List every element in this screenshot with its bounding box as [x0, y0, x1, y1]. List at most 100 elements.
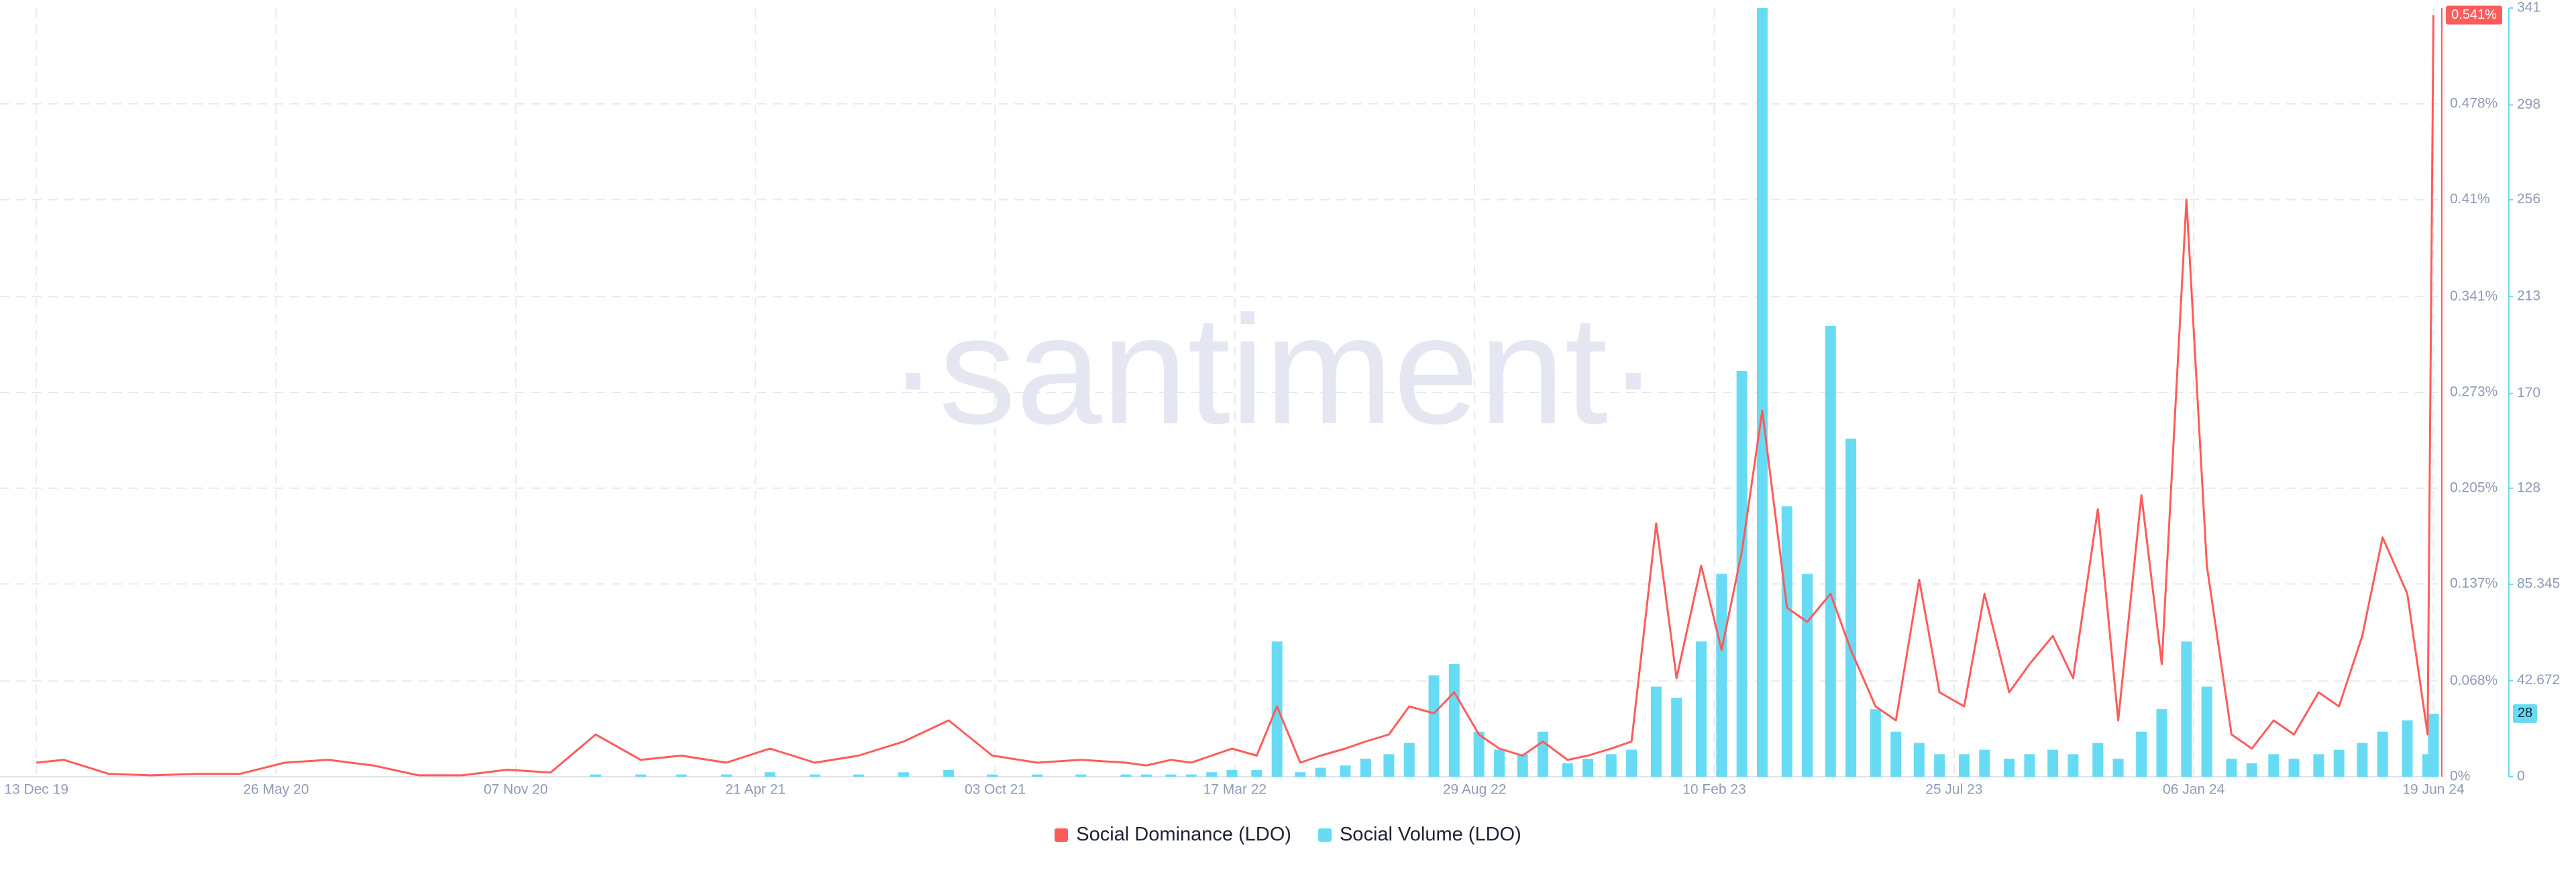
- bar: [2357, 743, 2368, 777]
- bar: [1271, 641, 1283, 777]
- y-tick-label: 0.341%: [2450, 288, 2498, 304]
- y2-tick-label: 42.672: [2517, 672, 2560, 688]
- value-badge: [2446, 5, 2502, 25]
- bar: [1756, 8, 1768, 777]
- bar: [2226, 759, 2237, 777]
- bar: [898, 772, 910, 777]
- y2-tick-label: 298: [2517, 97, 2540, 112]
- bar: [2377, 731, 2388, 777]
- bar: [1226, 769, 1238, 777]
- bar: [2112, 759, 2124, 777]
- bar: [1979, 749, 1990, 777]
- y-tick-label: 0.273%: [2450, 384, 2498, 400]
- bar: [2402, 720, 2413, 777]
- y-tick-label: 0.137%: [2450, 576, 2498, 591]
- bar: [1736, 371, 1748, 777]
- bar: [1165, 774, 1177, 777]
- bar: [2092, 743, 2104, 777]
- y2-tick-label: 0: [2517, 769, 2525, 784]
- bar: [1120, 774, 1132, 777]
- y-tick-label: 0.205%: [2450, 480, 2498, 495]
- bar: [2047, 749, 2059, 777]
- bar: [1890, 731, 1902, 777]
- bar: [2201, 686, 2212, 777]
- bar: [2288, 759, 2300, 777]
- bar: [1537, 731, 1548, 777]
- bar: [1605, 754, 1617, 777]
- bar: [1473, 731, 1485, 777]
- bar: [1913, 743, 1925, 777]
- bar: [1671, 698, 1682, 777]
- bar: [1582, 759, 1594, 777]
- bar: [943, 769, 955, 777]
- bar: [853, 774, 864, 777]
- bar: [1403, 743, 1415, 777]
- legend-swatch: [1055, 828, 1069, 842]
- legend-item[interactable]: Social Volume (LDO): [1318, 824, 1521, 846]
- bar: [1781, 506, 1792, 777]
- x-tick-label: 29 Aug 22: [1443, 782, 1507, 798]
- bar: [764, 772, 775, 777]
- y2-tick-label: 256: [2517, 191, 2540, 207]
- x-tick-label: 07 Nov 20: [484, 782, 548, 798]
- bar: [1032, 774, 1043, 777]
- bar: [1295, 772, 1306, 777]
- bar: [2333, 749, 2345, 777]
- value-badge: [2513, 704, 2537, 723]
- y-tick-label: 0.478%: [2450, 95, 2498, 111]
- bar: [2068, 754, 2079, 777]
- bar: [1251, 769, 1263, 777]
- y2-tick-label: 213: [2517, 288, 2540, 304]
- bar: [635, 774, 647, 777]
- bar: [987, 774, 998, 777]
- bar: [1626, 749, 1638, 777]
- x-tick-label: 17 Mar 22: [1203, 782, 1267, 798]
- y2-tick-label: 85.345: [2517, 576, 2560, 592]
- bar: [2246, 763, 2257, 777]
- x-tick-label: 10 Feb 23: [1682, 782, 1746, 798]
- legend-label: Social Dominance (LDO): [1076, 824, 1291, 845]
- legend-item[interactable]: Social Dominance (LDO): [1055, 824, 1291, 846]
- bar: [2268, 754, 2279, 777]
- bar: [1802, 574, 1813, 777]
- y-tick-label: 0.41%: [2450, 191, 2490, 207]
- x-tick-label: 13 Dec 19: [4, 782, 68, 798]
- bar: [1315, 767, 1326, 777]
- bar: [1716, 574, 1727, 777]
- x-tick-label: 21 Apr 21: [725, 782, 786, 798]
- x-tick-label: 06 Jan 24: [2163, 782, 2225, 798]
- bar: [1428, 675, 1440, 777]
- bar: [590, 774, 601, 777]
- y2-tick-label: 170: [2517, 385, 2540, 400]
- y-tick-label: 0%: [2450, 769, 2470, 784]
- legend-swatch: [1318, 828, 1332, 842]
- bar: [1206, 772, 1218, 777]
- bar: [1340, 765, 1351, 777]
- bar: [1845, 438, 1857, 777]
- bar: [2004, 759, 2015, 777]
- value-label: 0.541%: [2451, 7, 2497, 22]
- bar: [1958, 754, 1970, 777]
- bar: [1140, 774, 1152, 777]
- bar: [1383, 754, 1395, 777]
- bar: [720, 774, 732, 777]
- bar: [2313, 754, 2324, 777]
- bar: [1075, 774, 1087, 777]
- bar: [2156, 709, 2167, 777]
- y-tick-label: 0.068%: [2450, 673, 2498, 688]
- bar: [1562, 763, 1573, 777]
- bar: [676, 774, 687, 777]
- bar: [2181, 641, 2192, 777]
- bar: [809, 774, 820, 777]
- legend-label: Social Volume (LDO): [1339, 824, 1521, 845]
- y2-tick-label: 341: [2517, 0, 2540, 15]
- x-tick-label: 26 May 20: [243, 782, 309, 798]
- line: [36, 15, 2434, 777]
- bar: [1517, 754, 1528, 777]
- bar: [2136, 731, 2147, 777]
- bar: [1870, 709, 1881, 777]
- x-tick-label: 19 Jun 24: [2402, 782, 2465, 798]
- bar: [1448, 663, 1460, 777]
- bar: [1360, 759, 1371, 777]
